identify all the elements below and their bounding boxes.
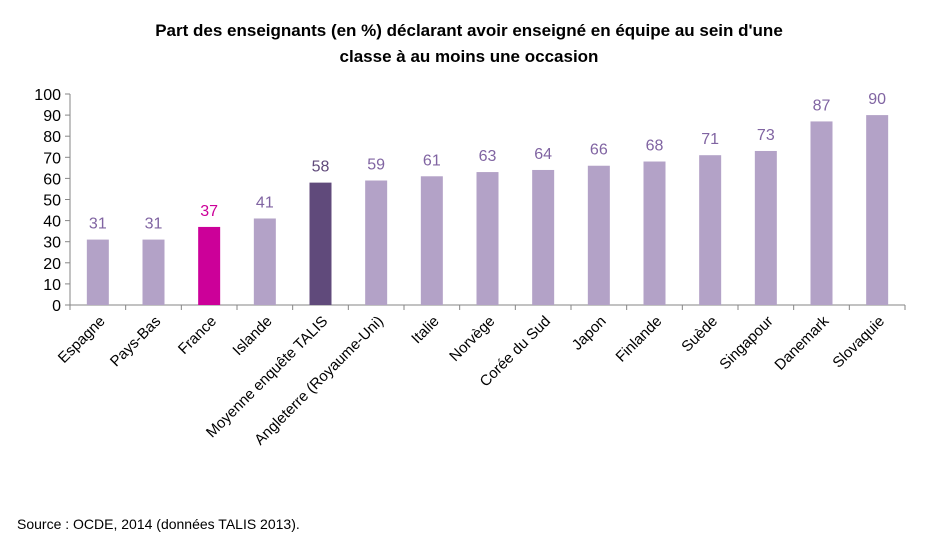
data-label: 66 (590, 142, 608, 159)
data-label: 71 (701, 131, 719, 148)
y-tick-label: 30 (43, 235, 61, 252)
y-tick-label: 50 (43, 193, 61, 210)
y-tick-label: 100 (34, 87, 61, 104)
data-label: 68 (646, 138, 664, 155)
x-tick-label: Italie (408, 313, 442, 347)
data-label: 59 (367, 157, 385, 174)
data-label: 61 (423, 152, 441, 169)
x-tick-label: Espagne (55, 313, 109, 367)
data-label: 37 (200, 203, 218, 220)
x-tick-label: Finlande (613, 313, 666, 366)
y-tick-label: 10 (43, 277, 61, 294)
bar (309, 182, 332, 305)
y-tick-label: 90 (43, 108, 61, 125)
bar (253, 218, 276, 305)
x-tick-label: Norvège (446, 313, 498, 365)
bar (198, 226, 221, 305)
bar (365, 180, 388, 305)
x-tick-label: Danemark (771, 312, 832, 373)
data-label: 31 (145, 216, 163, 233)
chart-title: Part des enseignants (en %) déclarant av… (0, 18, 938, 70)
chart-title-line-1: Part des enseignants (en %) déclarant av… (155, 21, 783, 40)
bar (587, 165, 610, 305)
data-label: 87 (813, 97, 831, 114)
x-tick-label: France (175, 313, 220, 358)
y-tick-label: 40 (43, 214, 61, 231)
x-tick-label: Japon (569, 313, 610, 354)
source-note: Source : OCDE, 2014 (données TALIS 2013)… (17, 516, 300, 532)
bar (754, 150, 777, 305)
data-label: 41 (256, 194, 274, 211)
bar (810, 121, 833, 306)
y-tick-label: 80 (43, 129, 61, 146)
x-tick-label: Suède (678, 313, 721, 356)
x-tick-label: Pays-Bas (107, 313, 164, 370)
y-tick-label: 60 (43, 171, 61, 188)
data-label: 58 (312, 159, 330, 176)
bar (476, 172, 499, 305)
data-label: 64 (534, 146, 552, 163)
data-label: 90 (868, 91, 886, 108)
y-tick-label: 20 (43, 256, 61, 273)
bar (86, 239, 109, 305)
x-tick-label: Islande (229, 313, 275, 359)
x-tick-label: Singapour (716, 313, 776, 373)
bar (420, 176, 443, 305)
bar (643, 161, 666, 305)
data-label: 73 (757, 127, 775, 144)
data-label: 63 (479, 148, 497, 165)
y-tick-label: 70 (43, 150, 61, 167)
bar (866, 115, 889, 305)
x-tick-label: Slovaquie (829, 313, 888, 372)
y-tick-label: 0 (52, 298, 61, 315)
chart-title-line-2: classe à au moins une occasion (339, 47, 599, 66)
data-label: 31 (89, 216, 107, 233)
bar (532, 169, 555, 305)
bar (699, 155, 722, 305)
bar (142, 239, 165, 305)
